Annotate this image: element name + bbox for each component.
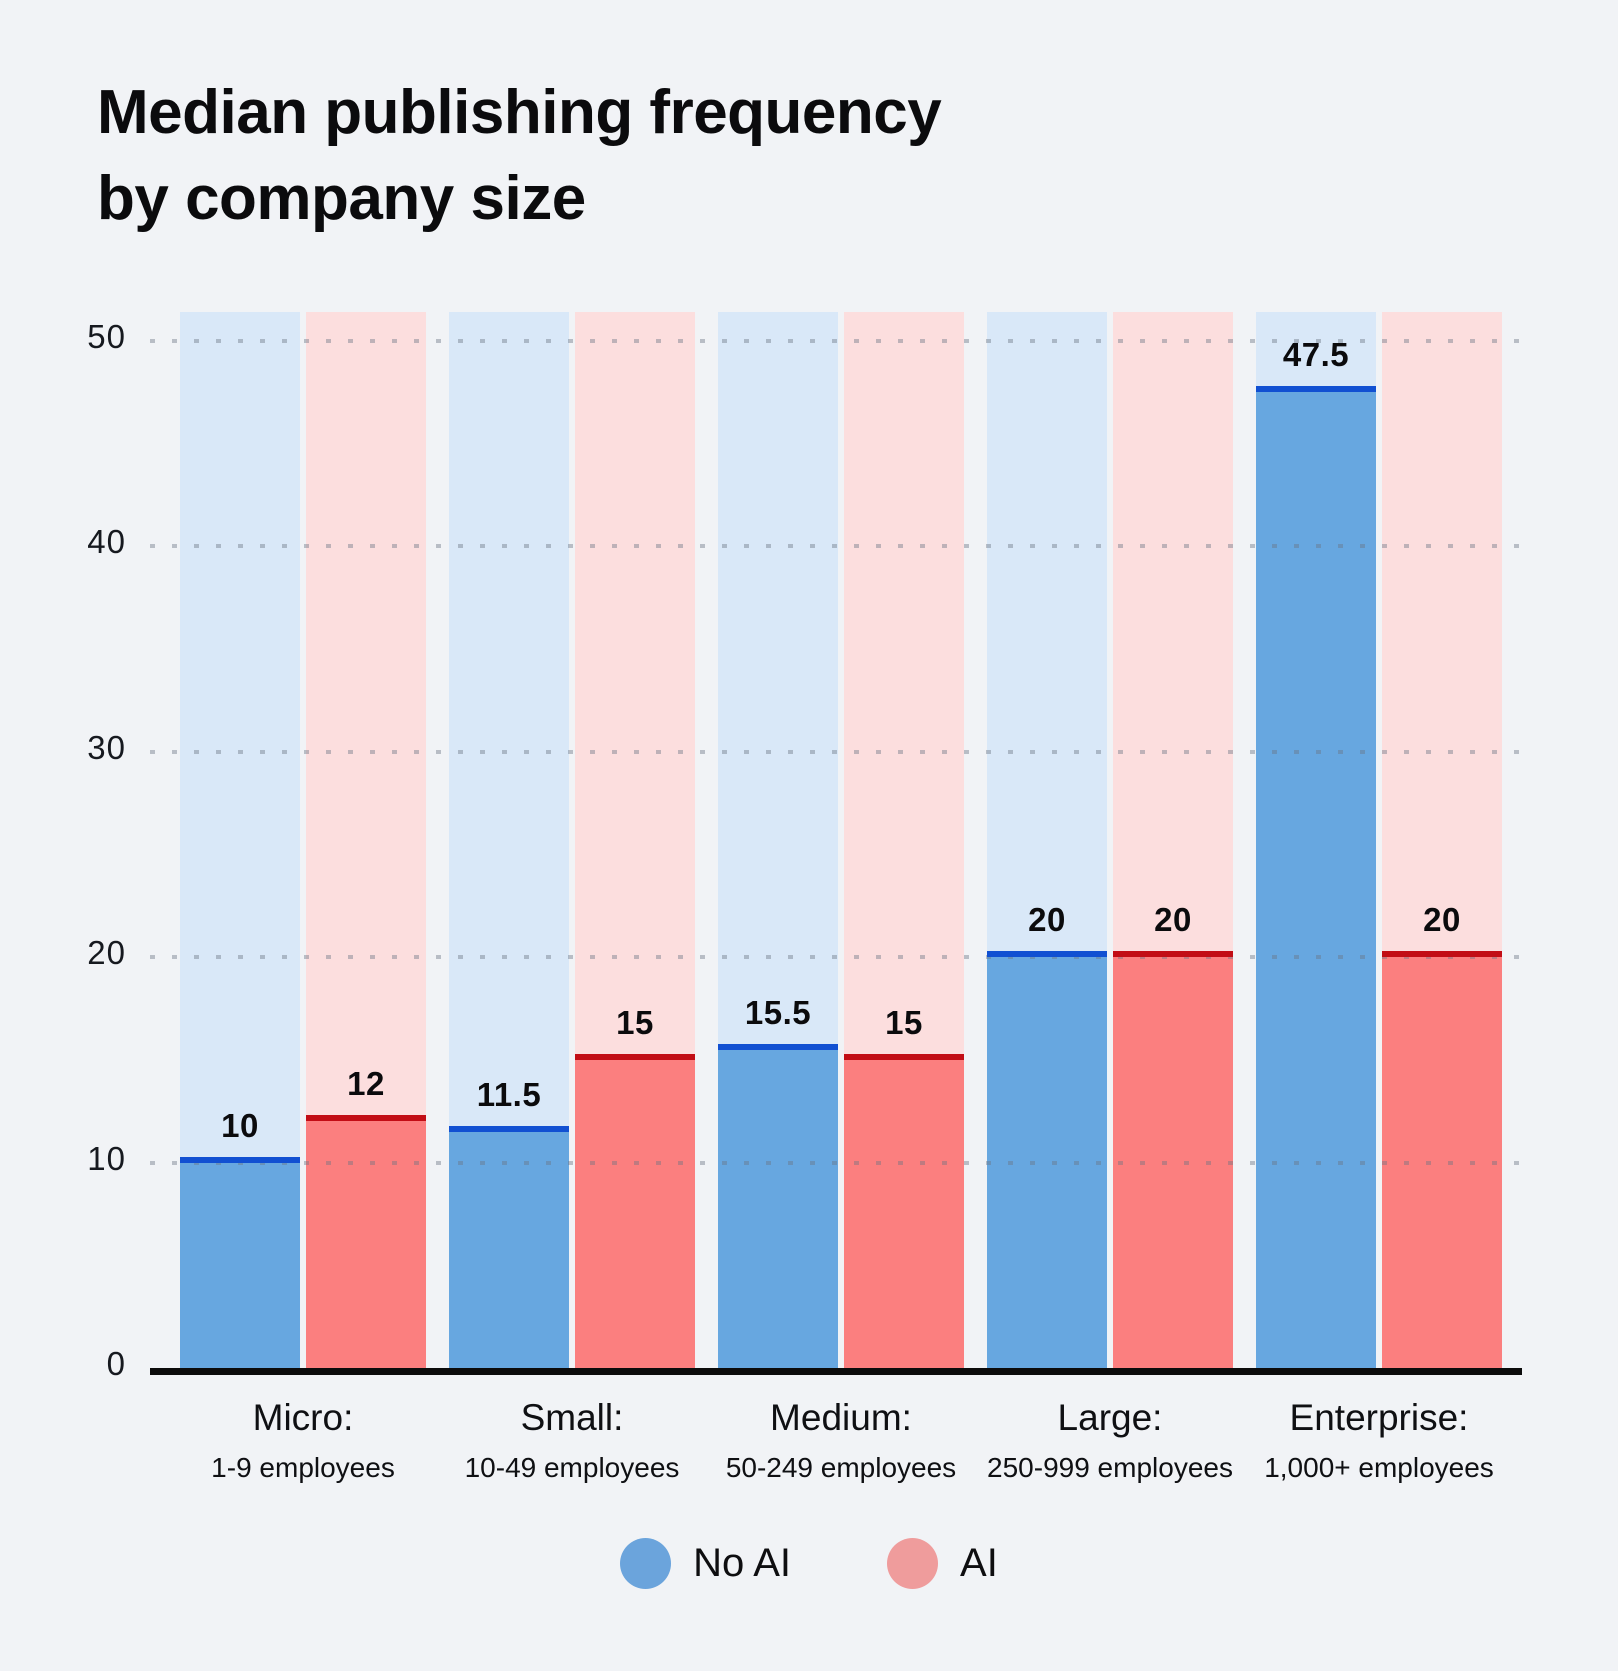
legend: No AI AI [0,1538,1618,1589]
bar-value-label: 10 [221,1106,259,1144]
y-axis-tick-label: 10 [87,1139,126,1177]
bar-ai [1113,957,1233,1368]
bar-value-label: 20 [1028,901,1066,939]
category-name: Small: [520,1397,624,1438]
legend-swatch-ai [887,1538,939,1589]
category-label: Micro: 1-9 employees [211,1368,395,1484]
plot-area: 10 12 Micro: 1-9 employees 11.5 15 Small: 10-49… [87,312,1522,1483]
bar-column-ai: 20 [1382,312,1502,1368]
gridline-50 [150,338,1522,343]
bar-column-no-ai: 15.5 [718,312,838,1368]
bar-column-ai: 15 [844,312,964,1368]
category-label: Large: 250-999 employees [987,1368,1233,1484]
bar-no-ai [987,957,1107,1368]
category-name: Micro: [252,1397,354,1438]
bar-top-edge-ai [1113,951,1233,958]
y-axis-tick-label: 0 [106,1345,126,1382]
y-axis-tick-label: 40 [87,523,126,561]
y-axis-tick-label: 50 [87,317,126,355]
category-name: Large: [1057,1397,1163,1438]
bar-value-label: 15 [885,1003,923,1041]
legend-swatch-no-ai [620,1538,672,1589]
bar-column-ai: 20 [1113,312,1233,1368]
bar-top-edge-ai [306,1115,426,1122]
category-label: Medium: 50-249 employees [726,1368,956,1484]
bar-column-ai: 15 [575,312,695,1368]
gridline-40 [150,544,1522,549]
category-label: Small: 10-49 employees [465,1368,680,1484]
bar-no-ai [180,1162,300,1368]
category-name: Enterprise: [1289,1397,1469,1438]
category-sublabel: 1,000+ employees [1264,1452,1494,1483]
bar-top-edge-no-ai [1256,386,1376,393]
legend-item-no-ai: No AI [620,1538,791,1589]
category-sublabel: 1-9 employees [211,1452,395,1483]
bar-ai [306,1121,426,1368]
y-axis-tick-label: 30 [87,728,126,766]
bar-group-small: 11.5 15 Small: 10-49 employees [449,312,695,1483]
bar-top-edge-no-ai [180,1156,300,1163]
bar-no-ai [449,1131,569,1368]
bar-top-edge-ai [1382,951,1502,958]
chart-title-line-2: by company size [97,163,586,233]
bar-ai [575,1059,695,1368]
category-label: Enterprise: 1,000+ employees [1264,1368,1494,1484]
gridline-30 [150,749,1522,754]
category-sublabel: 50-249 employees [725,1452,957,1483]
bar-value-label: 11.5 [476,1075,542,1113]
y-axis-tick-label: 20 [87,934,126,972]
chart-title-line-1: Median publishing frequency [97,78,942,147]
bar-top-edge-no-ai [987,951,1107,958]
bar-top-edge-no-ai [718,1043,838,1050]
bar-value-label: 20 [1423,901,1461,939]
bar-value-label: 47.5 [1282,336,1350,374]
bar-column-no-ai: 20 [987,312,1107,1368]
bar-value-label: 12 [347,1065,385,1103]
category-sublabel: 10-49 employees [464,1452,680,1483]
bar-ai [844,1059,964,1368]
bar-value-label: 15 [616,1003,654,1041]
bar-column-ai: 12 [306,312,426,1368]
bar-no-ai [1256,392,1376,1368]
bar-column-no-ai: 47.5 [1256,312,1376,1368]
gridline-10 [150,1160,1522,1165]
bar-no-ai [718,1049,838,1368]
category-sublabel: 250-999 employees [987,1452,1233,1483]
bar-ai [1382,957,1502,1368]
bar-group-medium: 15.5 15 Medium: 50-249 employees [718,312,964,1483]
category-name: Medium: [770,1397,912,1438]
gridline-20 [150,955,1522,960]
bar-top-edge-ai [844,1053,964,1060]
bar-group-micro: 10 12 Micro: 1-9 employees [180,312,426,1483]
legend-label-no-ai: No AI [693,1541,792,1585]
bar-value-label: 20 [1154,901,1192,939]
legend-item-ai: AI [887,1538,998,1589]
bar-column-no-ai: 10 [180,312,300,1368]
bar-group-enterprise: 47.5 20 Enterprise: 1,000+ employees [1256,312,1502,1483]
bar-group-large: 20 20 Large: 250-999 employees [987,312,1233,1483]
bar-top-edge-no-ai [449,1125,569,1132]
bar-column-no-ai: 11.5 [449,312,569,1368]
bar-value-label: 15.5 [744,993,812,1031]
chart-title: Median publishing frequency by company s… [97,70,942,241]
bars-container: 10 12 Micro: 1-9 employees 11.5 15 Small: 10-49… [150,312,1522,1483]
legend-label-ai: AI [960,1541,998,1585]
bar-top-edge-ai [575,1053,695,1060]
